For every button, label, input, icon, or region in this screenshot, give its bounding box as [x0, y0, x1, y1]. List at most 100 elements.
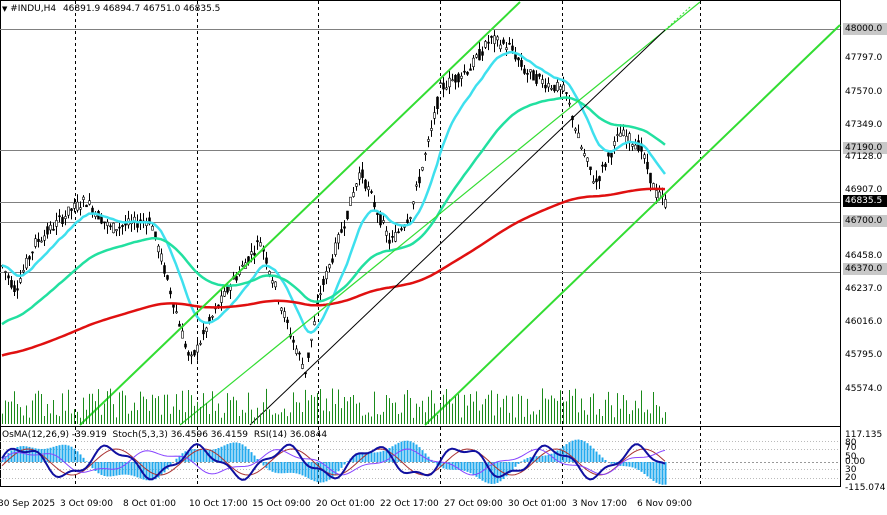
candle-body — [361, 169, 364, 178]
candle-body — [541, 79, 544, 84]
osma-bar — [631, 462, 634, 468]
candle-body — [421, 166, 424, 171]
candle-body — [427, 139, 430, 142]
osma-bar — [547, 454, 550, 462]
candle-body — [169, 290, 172, 295]
osma-bar — [37, 448, 40, 462]
candle-body — [184, 343, 187, 348]
candle-body — [292, 339, 295, 343]
price-tick-label: 47349.0 — [845, 120, 883, 130]
osma-bar — [91, 462, 94, 469]
osma-bar — [178, 455, 181, 462]
osma-bar — [322, 462, 325, 483]
candle-body — [391, 236, 394, 238]
candle-body — [655, 190, 658, 198]
price-tick-label: 46016.0 — [845, 317, 883, 327]
candle-body — [199, 342, 202, 345]
osma-bar — [376, 452, 379, 462]
candle-body — [400, 228, 403, 231]
osma-bar — [370, 452, 373, 462]
candle-body — [535, 74, 538, 84]
osma-bar — [121, 462, 124, 475]
osma-bar — [502, 462, 505, 479]
time-tick-label: 10 Oct 17:00 — [189, 499, 248, 509]
osma-bar — [406, 440, 409, 462]
time-tick-label: 30 Sep 2025 — [0, 499, 56, 509]
candle-body — [610, 152, 613, 158]
osma-bar — [385, 449, 388, 462]
candle-body — [250, 251, 253, 255]
osma-bar — [628, 462, 631, 467]
candle-body — [22, 270, 25, 273]
osma-bar — [499, 462, 502, 482]
candle-body — [79, 207, 82, 210]
osma-bar — [328, 462, 331, 480]
osma-bar — [46, 448, 49, 462]
osma-bar — [355, 454, 358, 462]
candle-body — [595, 178, 598, 183]
osma-bar — [220, 446, 223, 462]
candle-body — [406, 219, 409, 223]
candle-body — [25, 257, 28, 269]
osma-bar — [274, 462, 277, 473]
osma-bar — [130, 462, 133, 476]
candle-body — [568, 102, 571, 105]
candle-body — [634, 144, 637, 150]
candle-body — [178, 323, 181, 327]
menu-triangle-icon[interactable]: ▼ — [2, 5, 8, 13]
osma-bar — [661, 462, 664, 485]
candle-body — [664, 199, 667, 208]
candle-body — [481, 51, 484, 56]
candle-body — [40, 240, 43, 243]
candle-body — [118, 226, 121, 229]
osma-bar — [232, 442, 235, 462]
osma-bar — [175, 458, 178, 462]
osma-bar — [97, 462, 100, 474]
candle-body — [16, 288, 19, 291]
candle-body — [301, 364, 304, 369]
candle-body — [85, 204, 88, 208]
candle-body — [550, 87, 553, 90]
osma-bar — [49, 447, 52, 462]
osma-bar — [517, 462, 520, 464]
candle-body — [418, 176, 421, 184]
osma-bar — [466, 462, 469, 472]
osma-bar — [214, 449, 217, 462]
candle-body — [88, 200, 91, 205]
osma-bar — [637, 462, 640, 470]
candle-body — [28, 256, 31, 260]
osma-bar — [520, 461, 523, 462]
stoch-label: Stoch(5,3,3) 36.4596 36.4159 — [112, 430, 249, 440]
candle-body — [616, 134, 619, 136]
price-tick-label: 46458.0 — [845, 251, 883, 261]
osma-bar — [22, 446, 25, 462]
candle-body — [253, 252, 256, 256]
candle-body — [64, 216, 67, 219]
candle-body — [283, 311, 286, 318]
candle-body — [193, 350, 196, 356]
candle-body — [490, 35, 493, 38]
candle-body — [313, 321, 316, 326]
osma-bar — [439, 462, 442, 468]
osma-bar — [85, 461, 88, 462]
candle-body — [631, 144, 634, 147]
price-tick-label: 46700.0 — [843, 215, 887, 227]
candle-body — [376, 212, 379, 215]
osma-bar — [301, 462, 304, 476]
candle-body — [52, 228, 55, 231]
osma-bar — [445, 462, 448, 470]
osma-bar — [19, 446, 22, 462]
osma-bar — [592, 448, 595, 462]
osma-bar — [541, 455, 544, 462]
osma-bar — [181, 453, 184, 462]
candle-body — [526, 73, 529, 75]
channel-mid-1 — [179, 1, 701, 426]
osma-bar — [82, 457, 85, 462]
candle-body — [115, 229, 118, 232]
candle-body — [538, 73, 541, 77]
osma-bar — [319, 462, 322, 483]
candle-body — [340, 229, 343, 233]
osma-bar — [538, 455, 541, 462]
osma-bar — [304, 462, 307, 477]
